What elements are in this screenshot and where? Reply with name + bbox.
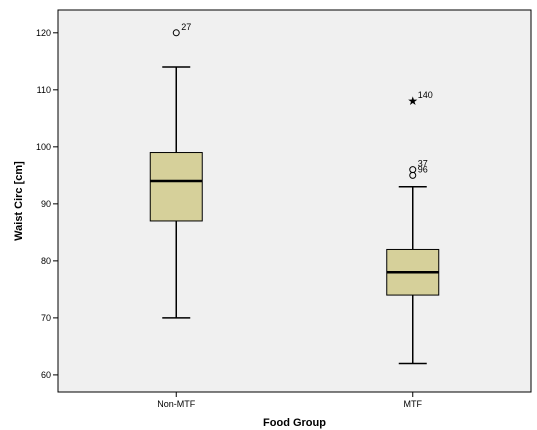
outlier-label: 27 — [181, 22, 191, 32]
outlier-label: 96 — [418, 164, 428, 174]
outlier-star: ★ — [407, 94, 418, 108]
y-axis: 60 70 80 90 100 110 120 — [36, 28, 58, 380]
y-tick-label: 80 — [41, 256, 51, 266]
y-tick-label: 70 — [41, 313, 51, 323]
x-axis: Non-MTF MTF — [157, 392, 422, 409]
y-axis-title: Waist Circ [cm] — [13, 161, 25, 241]
y-tick-label: 90 — [41, 199, 51, 209]
box-group: 27 — [149, 22, 203, 319]
x-axis-title: Food Group — [263, 417, 326, 429]
outlier-circle — [409, 171, 417, 179]
y-tick-label: 110 — [37, 85, 51, 95]
outlier-circle — [172, 29, 180, 37]
x-tick-label: Non-MTF — [157, 399, 196, 409]
box — [149, 152, 203, 222]
plot-area — [57, 9, 532, 393]
outlier-label: 140 — [418, 90, 433, 100]
outlier-label: 37 — [418, 159, 428, 169]
y-tick-label: 60 — [41, 370, 51, 380]
x-tick-label: MTF — [404, 399, 423, 409]
y-tick-label: 120 — [36, 28, 51, 38]
y-tick-label: 100 — [36, 142, 51, 152]
